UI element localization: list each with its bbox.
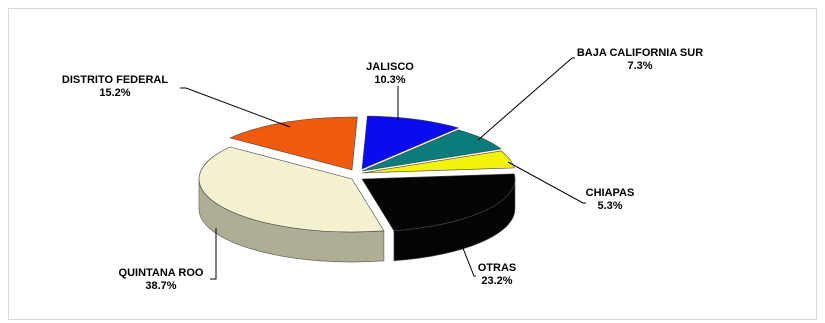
label-distrito-federal: DISTRITO FEDERAL [62, 74, 168, 86]
pie-slice-jalisco [361, 115, 460, 170]
label-quintana-roo: QUINTANA ROO [119, 267, 204, 279]
leader-line-otras [454, 227, 476, 277]
value-distrito-federal: 15.2% [99, 87, 130, 99]
value-otras: 23.2% [481, 275, 512, 287]
pie-slice-quintana-roo [198, 146, 385, 233]
leader-line-distrito-federal [180, 87, 291, 128]
label-jalisco: JALISCO [366, 61, 414, 73]
label-baja-california-sur: BAJA CALIFORNIA SUR [577, 47, 703, 59]
leader-lines [180, 57, 586, 280]
label-chiapas: CHIAPAS [586, 187, 635, 199]
pie-slice-otras [361, 173, 516, 232]
leader-line-quintana-roo [210, 228, 217, 280]
leader-line-chiapas [507, 161, 586, 204]
value-chiapas: 5.3% [597, 200, 622, 212]
value-baja-california-sur: 7.3% [627, 60, 652, 72]
pie-slice-baja-california-sur [361, 129, 502, 172]
pie-top-layer [198, 115, 516, 233]
leader-line-baja-california-sur [477, 57, 575, 141]
label-otras: OTRAS [478, 262, 517, 274]
value-jalisco: 10.3% [374, 74, 405, 86]
pie-slice-chiapas [361, 150, 515, 174]
slice-labels: JALISCO 10.3% BAJA CALIFORNIA SUR 7.3% C… [62, 47, 703, 292]
chart-frame [8, 8, 817, 320]
pie-slice-distrito-federal [229, 116, 358, 171]
value-quintana-roo: 38.7% [145, 280, 176, 292]
